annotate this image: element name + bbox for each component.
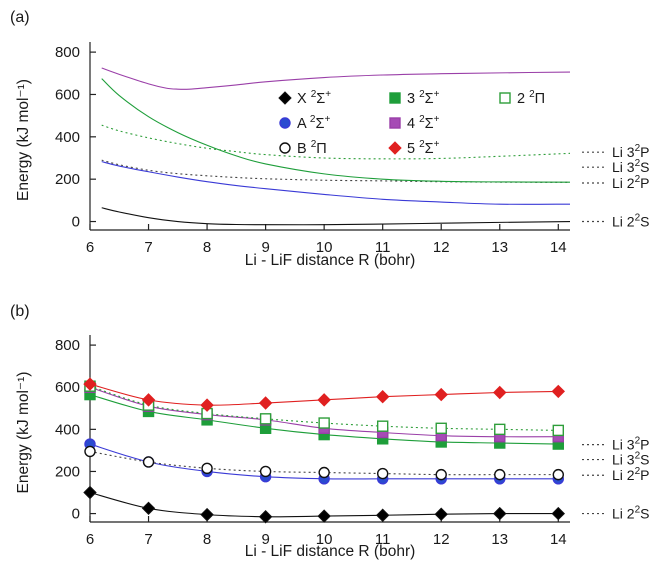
data-point-X [317,509,331,523]
asymptote-label: Li 32S [612,158,649,175]
data-point-P2 [259,413,272,425]
legend-label-P2: 2 2Π [517,89,545,107]
asymptote-label: Li 32P [612,143,649,160]
data-point-B [494,468,506,481]
legend-marker-S5 [388,141,402,155]
asymptote-label: Li 22S [612,505,649,522]
y-tick-label: 600 [55,379,80,396]
x-tick-label: 11 [375,239,391,256]
data-point-B [318,466,330,479]
series-line-P2 [101,124,571,160]
data-point-S5 [434,387,448,402]
legend-label-B: B 2Π [297,139,327,157]
data-point-S5 [375,389,390,404]
y-tick-label: 400 [55,421,80,438]
data-point-S5 [317,393,331,407]
legend-marker-S3 [389,92,401,104]
legend-label-X: X 2Σ+ [297,89,331,107]
data-point-B [84,445,96,458]
y-tick-label: 600 [55,86,80,103]
data-point-X [434,507,448,521]
series-line-S3 [101,78,571,183]
asymptote-label: Li 22P [612,174,649,191]
y-tick-label: 800 [55,337,80,354]
x-tick-label: 14 [550,239,567,256]
series-line-B [101,159,571,183]
asymptote-label: Li 22P [612,466,649,483]
legend-label-S5: 5 2Σ+ [407,139,440,157]
panel-a: (a) 0 200 400 600 800 6 7 8 9 10 11 12 13 14 Li - LiF d… [10,9,649,269]
data-point-P2 [552,424,564,437]
x-tick-label: 6 [86,531,94,548]
data-point-X [258,510,273,524]
x-tick-label: 14 [550,531,567,548]
x-tick-label: 12 [433,531,450,548]
y-tick-label: 0 [72,506,80,523]
legend-label-S3: 3 2Σ+ [407,89,440,107]
data-point-S5 [83,377,97,391]
legend-marker-X [278,91,292,105]
data-point-X [83,485,97,500]
series-line-A [101,161,571,205]
x-tick-label: 13 [491,531,508,548]
series-line-P2 [89,385,559,431]
y-tick-label: 0 [72,214,80,231]
data-point-P2 [494,423,506,436]
data-point-P2 [435,422,447,434]
data-point-S5 [141,393,156,407]
y-axis-title: Energy (kJ mol⁻¹) [15,372,32,494]
data-point-B [552,468,564,481]
y-tick-label: 200 [55,463,80,480]
data-point-X [141,501,156,516]
y-tick-label: 800 [55,44,80,61]
x-tick-label: 8 [203,239,211,256]
legend-marker-B [279,142,291,154]
data-point-B [201,462,213,474]
x-tick-label: 10 [316,239,333,256]
y-tick-label: 200 [55,171,80,188]
x-tick-label: 9 [261,239,269,256]
data-point-S5 [551,384,565,399]
panel-label: (a) [10,9,30,26]
x-tick-label: 11 [375,531,391,548]
legend-marker-P2 [499,92,511,104]
asymptote-label: Li 22S [612,213,649,230]
data-point-X [493,506,507,521]
y-axis-title: Energy (kJ mol⁻¹) [15,79,32,201]
data-point-X [551,506,565,521]
data-point-P2 [318,417,330,429]
series-line-X [101,207,571,226]
x-tick-label: 13 [491,239,508,256]
legend-marker-S4 [389,117,401,129]
x-tick-label: 7 [144,239,152,256]
asymptote-label: Li 32P [612,436,649,453]
legend-marker-A [279,117,291,129]
data-point-S5 [200,398,214,412]
panel-label: (b) [10,303,30,320]
x-axis-title: Li - LiF distance R (bohr) [245,543,416,560]
y-tick-label: 400 [55,129,80,146]
data-point-X [200,507,214,522]
legend-label-A: A 2Σ+ [297,114,330,132]
x-tick-label: 6 [86,239,94,256]
x-tick-label: 8 [203,531,211,548]
x-axis-title: Li - LiF distance R (bohr) [245,252,416,269]
asymptote-label: Li 32S [612,451,649,468]
data-point-B [259,465,272,478]
data-point-P2 [376,420,389,432]
x-tick-label: 7 [144,531,152,548]
data-point-S5 [493,385,507,400]
series-line-S4 [101,67,571,90]
data-point-B [435,468,447,481]
x-tick-label: 12 [433,239,450,256]
data-point-S5 [258,396,273,410]
data-point-B [376,467,389,480]
data-point-X [375,508,390,522]
data-point-B [142,456,155,468]
x-tick-label: 10 [316,531,333,548]
panel-b: (b) 0 200 400 600 800 6 7 8 9 10 11 12 13 14 Li - LiF d… [10,303,649,560]
legend-label-S4: 4 2Σ+ [407,114,440,132]
x-tick-label: 9 [261,531,269,548]
